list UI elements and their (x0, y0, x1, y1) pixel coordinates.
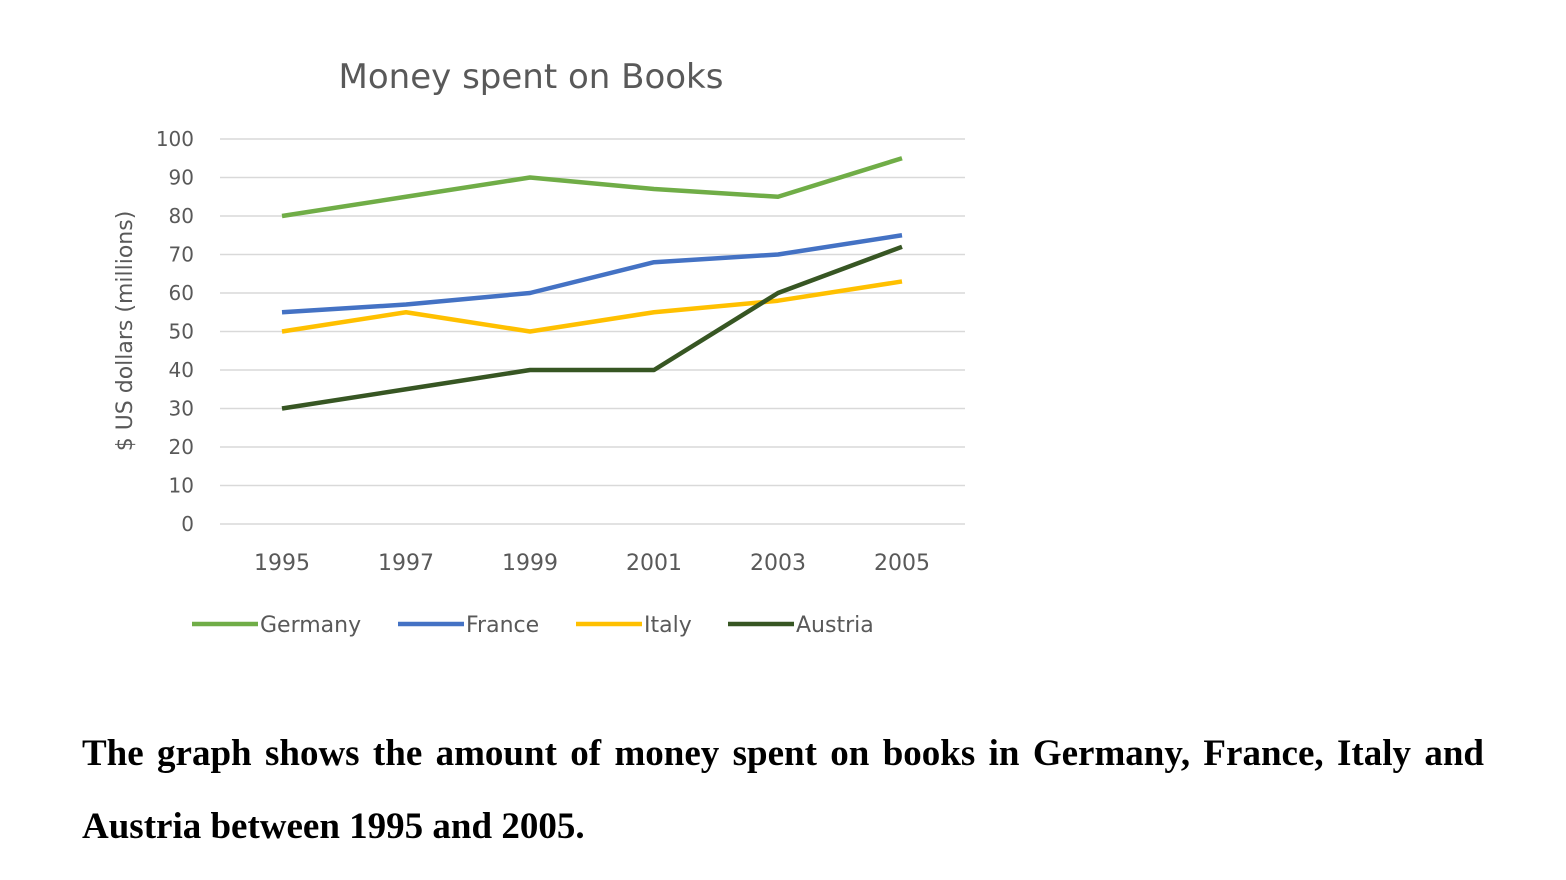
legend-label-italy: Italy (644, 613, 692, 638)
y-tick-label: 20 (169, 435, 194, 459)
legend-label-france: France (466, 613, 539, 638)
legend-label-germany: Germany (260, 613, 361, 638)
x-tick-label: 2005 (874, 551, 930, 576)
x-tick-label: 2001 (626, 551, 682, 576)
y-tick-label: 60 (169, 281, 194, 305)
y-tick-label: 80 (169, 204, 194, 228)
x-tick-label: 2003 (750, 551, 806, 576)
x-tick-label: 1995 (254, 551, 310, 576)
y-tick-label: 40 (169, 358, 194, 382)
y-tick-label: 0 (181, 512, 194, 536)
line-chart: Money spent on Books $ US dollars (milli… (113, 57, 965, 638)
legend-label-austria: Austria (796, 613, 874, 638)
series-line-germany (281, 156, 903, 219)
x-tick-label: 1997 (378, 551, 434, 576)
y-axis-label: $ US dollars (millions) (113, 211, 138, 452)
y-tick-label: 50 (169, 320, 194, 344)
y-tick-label: 70 (169, 243, 194, 267)
y-tick-label: 100 (156, 127, 194, 151)
x-tick-label: 1999 (502, 551, 558, 576)
series-line-austria (281, 244, 903, 411)
y-tick-label: 90 (169, 166, 194, 190)
y-tick-label: 10 (169, 474, 194, 498)
y-tick-label: 30 (169, 397, 194, 421)
chart-title: Money spent on Books (339, 57, 724, 97)
series-line-france (281, 233, 903, 315)
chart-caption: The graph shows the amount of money spen… (82, 733, 1484, 847)
series-line-italy (281, 279, 903, 334)
